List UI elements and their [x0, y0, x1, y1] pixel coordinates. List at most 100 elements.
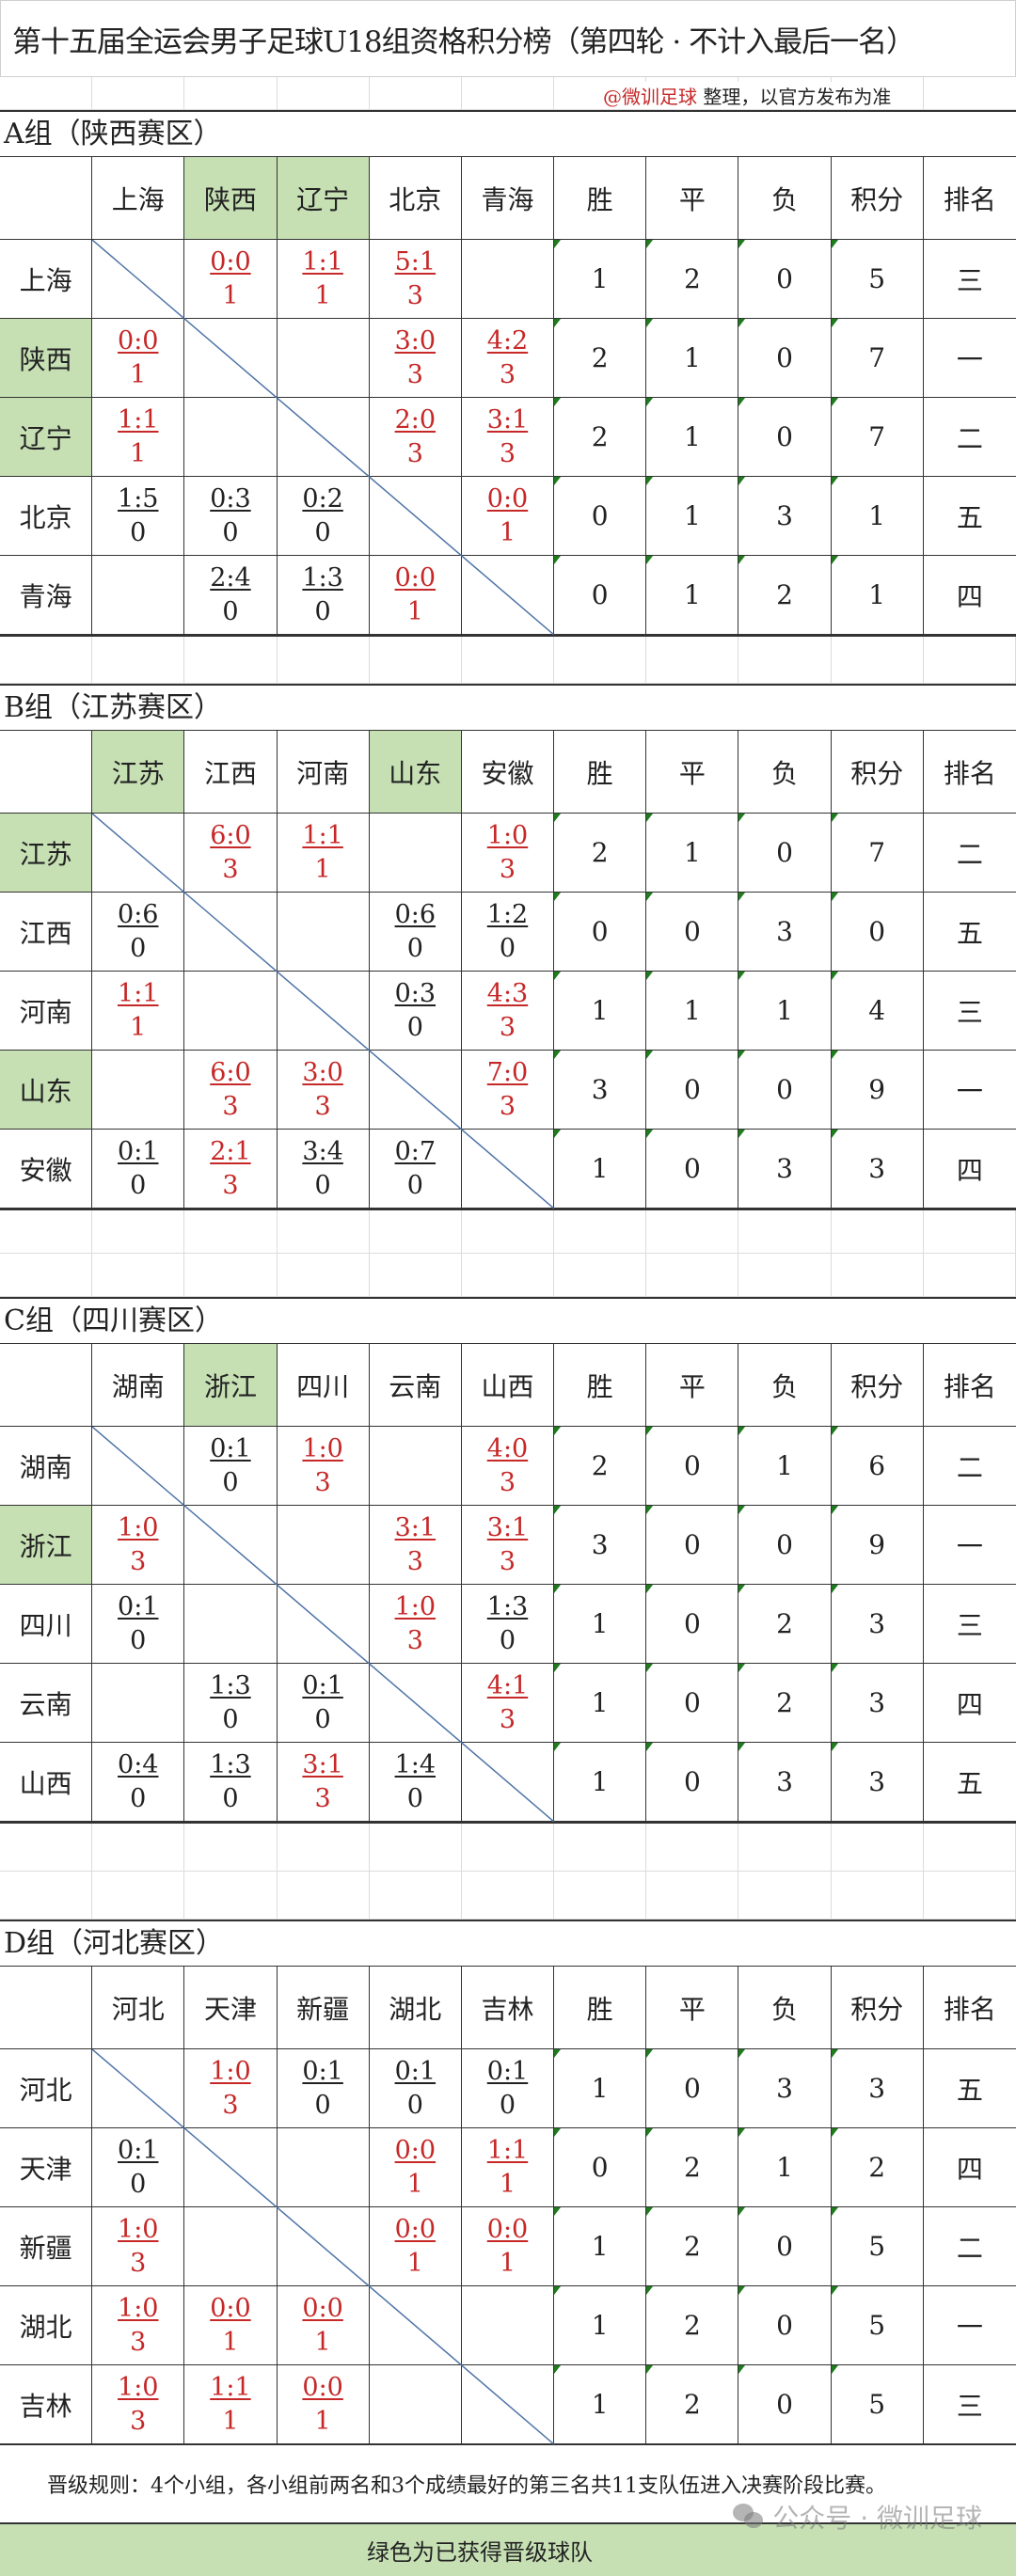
- match-score: 3:1: [394, 1512, 437, 1542]
- diagonal-cell: [369, 477, 462, 556]
- group-table: C组（四川赛区） 湖南 浙江 四川 云南 山西胜平负积分 排名 湖南 0:1 0 1:0 3 4:0 3 2…: [0, 1297, 1016, 1822]
- stat-draws: 2: [646, 240, 739, 319]
- stat-points: 5: [831, 2207, 924, 2286]
- stat-losses: 0: [738, 2365, 832, 2444]
- match-cell: 0:0 1: [184, 240, 278, 319]
- diagonal-cell: [461, 2365, 555, 2444]
- match-points: 3: [130, 1546, 147, 1576]
- match-cell: 1:0 3: [92, 2365, 185, 2444]
- match-cell: [369, 1427, 462, 1506]
- table-row: 山西 0:4 0 1:3 0 3:1 3 1:4 0 1 0 3 3 五: [0, 1743, 1016, 1822]
- match-cell: 0:0 1: [277, 2286, 370, 2365]
- match-points: 3: [406, 1625, 423, 1655]
- team-column-header: 青海: [461, 157, 555, 240]
- stat-losses: 2: [738, 1664, 832, 1743]
- row-team-name: 云南: [0, 1664, 93, 1743]
- table-row: 四川 0:1 0 1:0 3 1:3 0 1 0 2 3 三: [0, 1585, 1016, 1664]
- match-points: 3: [499, 1546, 516, 1576]
- stat-points: 5: [831, 2286, 924, 2365]
- stat-column-header: 排名: [923, 1967, 1016, 2049]
- diagonal-cell: [369, 1051, 462, 1130]
- diagonal-cell: [92, 240, 185, 319]
- source-note: @微训足球 整理，以官方发布为准: [599, 82, 896, 109]
- match-points: 1: [406, 2248, 423, 2278]
- stat-points: 1: [831, 556, 924, 635]
- stat-rank: 五: [923, 1743, 1016, 1822]
- stat-column-header: 平: [646, 1967, 739, 2049]
- stat-losses: 0: [738, 1051, 832, 1130]
- row-team-name: 山西: [0, 1743, 93, 1822]
- row-team-name: 吉林: [0, 2365, 93, 2444]
- match-points: 3: [499, 1012, 516, 1042]
- match-cell: 1:0 3: [184, 2049, 278, 2128]
- match-points: 0: [130, 517, 147, 547]
- row-team-name: 北京: [0, 477, 93, 556]
- match-cell: 1:3 0: [461, 1585, 555, 1664]
- group-table: A组（陕西赛区） 上海 陕西 辽宁 北京 青海胜平负积分 排名 上海 0:0 1 1:1 1 5:1 3 1…: [0, 110, 1016, 635]
- watermark-text: 公众号 · 微训足球: [772, 2503, 982, 2534]
- match-score: 1:1: [486, 2135, 529, 2165]
- stat-points: 9: [831, 1506, 924, 1585]
- match-cell: 0:0 1: [369, 2207, 462, 2286]
- stat-rank: 一: [923, 1506, 1016, 1585]
- match-cell: 1:4 0: [369, 1743, 462, 1822]
- match-points: 3: [499, 359, 516, 389]
- match-points: 0: [130, 1625, 147, 1655]
- match-cell: 0:3 0: [184, 477, 278, 556]
- team-column-header: 新疆: [277, 1967, 370, 2049]
- stat-draws: 2: [646, 2286, 739, 2365]
- match-points: 3: [499, 438, 516, 468]
- diagonal-cell: [277, 972, 370, 1051]
- diagonal-cell: [369, 2286, 462, 2365]
- stat-points: 1: [831, 477, 924, 556]
- match-cell: [277, 1506, 370, 1585]
- match-cell: 0:7 0: [369, 1130, 462, 1209]
- match-score: 0:0: [210, 246, 251, 277]
- match-cell: 1:3 0: [184, 1664, 278, 1743]
- match-points: 1: [499, 2248, 516, 2278]
- match-points: 3: [130, 2327, 147, 2357]
- match-points: 0: [406, 1012, 423, 1042]
- team-column-header: 上海: [92, 157, 185, 240]
- match-score: 2:0: [394, 404, 437, 435]
- match-cell: 2:0 3: [369, 398, 462, 477]
- match-score: 1:1: [118, 404, 159, 435]
- match-score: 0:1: [118, 1136, 159, 1166]
- match-score: 0:0: [210, 2293, 251, 2323]
- stat-column-header: 平: [646, 731, 739, 814]
- match-points: 0: [222, 1704, 239, 1734]
- match-score: 1:0: [210, 2056, 251, 2086]
- group-label: B组（江苏赛区）: [0, 686, 1016, 731]
- row-team-name: 上海: [0, 240, 93, 319]
- match-score: 1:0: [486, 820, 529, 850]
- source-handle: @微训足球: [603, 86, 697, 108]
- match-points: 0: [406, 933, 423, 963]
- match-score: 1:1: [210, 2372, 251, 2402]
- match-score: 3:1: [486, 404, 529, 435]
- stat-points: 7: [831, 319, 924, 398]
- stat-draws: 1: [646, 814, 739, 893]
- match-score: 4:2: [486, 325, 529, 356]
- team-column-header: 河北: [92, 1967, 185, 2049]
- corner-cell: [0, 1967, 93, 2049]
- stat-wins: 1: [554, 1130, 647, 1209]
- stat-rank: 二: [923, 814, 1016, 893]
- match-cell: 0:0 1: [92, 319, 185, 398]
- stat-points: 5: [831, 240, 924, 319]
- match-cell: 3:4 0: [277, 1130, 370, 1209]
- match-cell: 1:0 3: [461, 814, 555, 893]
- match-points: 3: [406, 438, 423, 468]
- match-points: 0: [222, 1783, 239, 1813]
- match-cell: [184, 1585, 278, 1664]
- legend-text: 绿色为已获得晋级球队: [367, 2539, 593, 2566]
- table-row: 云南 1:3 0 0:1 0 4:1 3 1 0 2 3 四: [0, 1664, 1016, 1743]
- row-team-name: 湖南: [0, 1427, 93, 1506]
- stat-column-header: 胜: [554, 731, 647, 814]
- row-team-name: 青海: [0, 556, 93, 635]
- diagonal-cell: [92, 1427, 185, 1506]
- match-cell: 0:2 0: [277, 477, 370, 556]
- stat-column-header: 积分: [831, 1344, 924, 1427]
- match-cell: 0:1 0: [184, 1427, 278, 1506]
- stat-column-header: 负: [738, 157, 832, 240]
- stat-rank: 一: [923, 1051, 1016, 1130]
